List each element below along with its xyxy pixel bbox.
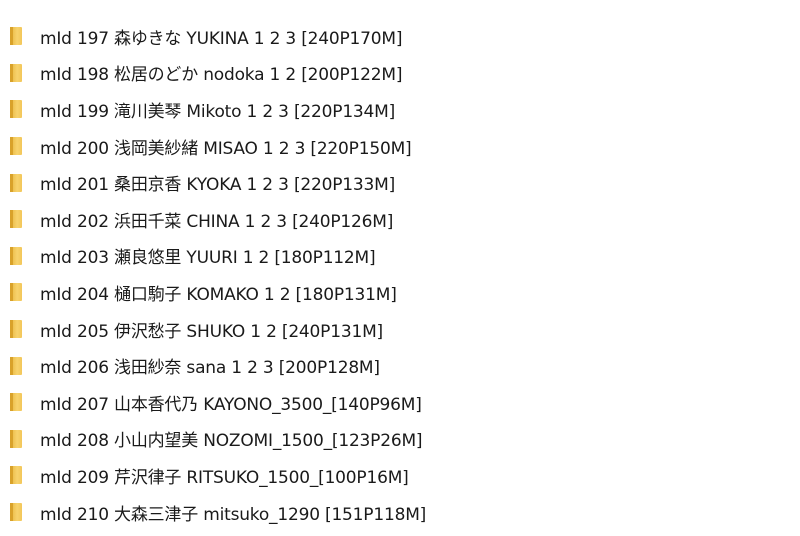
folder-item[interactable]: mId 201 桑田京香 KYOKA 1 2 3 [220P133M] <box>0 164 426 201</box>
folder-item[interactable]: mId 198 松居のどか nodoka 1 2 [200P122M] <box>0 55 426 92</box>
folder-item[interactable]: mId 209 芹沢律子 RITSUKO_1500_[100P16M] <box>0 457 426 494</box>
folder-item[interactable]: mId 208 小山内望美 NOZOMI_1500_[123P26M] <box>0 421 426 458</box>
folder-name: mId 207 山本香代乃 KAYONO_3500_[140P96M] <box>40 394 422 415</box>
folder-item[interactable]: mId 205 伊沢愁子 SHUKO 1 2 [240P131M] <box>0 311 426 348</box>
folder-name: mId 203 瀬良悠里 YUURI 1 2 [180P112M] <box>40 248 376 269</box>
folder-name: mId 208 小山内望美 NOZOMI_1500_[123P26M] <box>40 431 423 452</box>
folder-item[interactable]: mId 200 浅岡美紗緒 MISAO 1 2 3 [220P150M] <box>0 128 426 165</box>
folder-icon <box>10 393 22 412</box>
folder-icon <box>10 466 22 485</box>
folder-icon <box>10 100 22 119</box>
folder-name: mId 210 大森三津子 mitsuko_1290 [151P118M] <box>40 504 427 525</box>
folder-icon <box>10 429 22 448</box>
folder-icon <box>10 137 22 156</box>
folder-name: mId 205 伊沢愁子 SHUKO 1 2 [240P131M] <box>40 321 383 342</box>
folder-item[interactable]: mId 210 大森三津子 mitsuko_1290 [151P118M] <box>0 494 426 531</box>
folder-item[interactable]: mId 199 滝川美琴 Mikoto 1 2 3 [220P134M] <box>0 91 426 128</box>
folder-icon <box>10 246 22 265</box>
folder-icon <box>10 283 22 302</box>
folder-item[interactable]: mId 207 山本香代乃 KAYONO_3500_[140P96M] <box>0 384 426 421</box>
folder-name: mId 201 桑田京香 KYOKA 1 2 3 [220P133M] <box>40 175 396 196</box>
folder-name: mId 197 森ゆきな YUKINA 1 2 3 [240P170M] <box>40 28 403 49</box>
folder-icon <box>10 503 22 522</box>
folder-item[interactable]: mId 203 瀬良悠里 YUURI 1 2 [180P112M] <box>0 238 426 275</box>
folder-name: mId 198 松居のどか nodoka 1 2 [200P122M] <box>40 65 403 86</box>
folder-icon <box>10 356 22 375</box>
folder-icon <box>10 27 22 46</box>
folder-icon <box>10 320 22 339</box>
folder-name: mId 206 浅田紗奈 sana 1 2 3 [200P128M] <box>40 358 380 379</box>
folder-icon <box>10 210 22 229</box>
folder-name: mId 204 樋口駒子 KOMAKO 1 2 [180P131M] <box>40 284 397 305</box>
folder-name: mId 202 浜田千菜 CHINA 1 2 3 [240P126M] <box>40 211 394 232</box>
folder-icon <box>10 173 22 192</box>
folder-list: mId 197 森ゆきな YUKINA 1 2 3 [240P170M] mId … <box>0 18 426 530</box>
folder-name: mId 200 浅岡美紗緒 MISAO 1 2 3 [220P150M] <box>40 138 412 159</box>
folder-name: mId 209 芹沢律子 RITSUKO_1500_[100P16M] <box>40 467 409 488</box>
folder-item[interactable]: mId 206 浅田紗奈 sana 1 2 3 [200P128M] <box>0 347 426 384</box>
folder-name: mId 199 滝川美琴 Mikoto 1 2 3 [220P134M] <box>40 101 396 122</box>
folder-item[interactable]: mId 204 樋口駒子 KOMAKO 1 2 [180P131M] <box>0 274 426 311</box>
folder-item[interactable]: mId 202 浜田千菜 CHINA 1 2 3 [240P126M] <box>0 201 426 238</box>
folder-icon <box>10 63 22 82</box>
folder-item[interactable]: mId 197 森ゆきな YUKINA 1 2 3 [240P170M] <box>0 18 426 55</box>
